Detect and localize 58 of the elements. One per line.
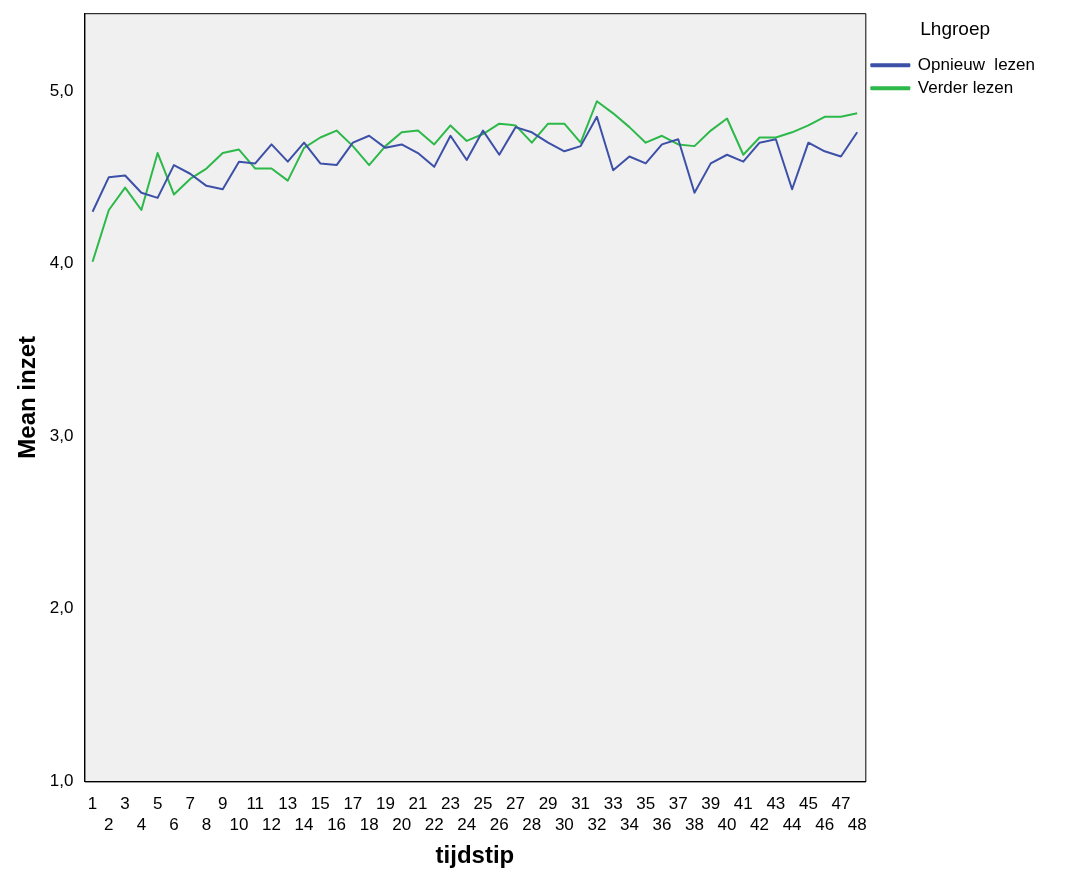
x-tick-label: 32	[587, 814, 607, 834]
x-tick-label: 14	[294, 814, 314, 834]
x-tick-label: 39	[701, 794, 721, 814]
x-tick-label: 27	[506, 794, 526, 814]
x-tick-label: 1	[87, 794, 98, 814]
x-tick-label: 8	[201, 814, 212, 834]
legend-label: Opnieuw lezen	[917, 54, 1036, 74]
y-tick-label: 5,0	[49, 80, 74, 100]
x-tick-label: 3	[120, 794, 130, 814]
x-tick-label: 29	[538, 794, 558, 814]
legend-label: Verder lezen	[917, 77, 1014, 97]
x-tick-label: 9	[217, 794, 228, 814]
legend-title: Lhgroep	[920, 17, 991, 39]
x-tick-label: 35	[636, 794, 656, 814]
x-tick-label: 11	[246, 794, 265, 814]
x-tick-label: 45	[798, 794, 818, 814]
x-tick-label: 41	[733, 794, 753, 814]
x-tick-label: 7	[185, 794, 195, 814]
y-tick-label: 1,0	[49, 771, 74, 791]
x-tick-label: 13	[278, 794, 298, 814]
x-tick-label: 33	[603, 794, 623, 814]
x-tick-label: 24	[457, 814, 477, 834]
x-tick-label: 12	[262, 814, 281, 834]
x-tick-label: 16	[327, 814, 347, 834]
x-tick-label: 17	[343, 794, 363, 814]
x-tick-label: 30	[554, 814, 574, 834]
x-axis-title: tijdstip	[435, 841, 515, 869]
x-tick-label: 15	[310, 794, 330, 814]
x-tick-label: 46	[815, 814, 835, 834]
x-tick-label: 36	[652, 814, 672, 834]
x-tick-label: 43	[766, 794, 786, 814]
x-tick-label: 5	[152, 794, 163, 814]
x-tick-label: 10	[229, 814, 249, 834]
x-tick-label: 21	[408, 794, 428, 814]
x-tick-label: 20	[392, 814, 412, 834]
x-tick-label: 19	[375, 794, 395, 814]
x-tick-label: 47	[831, 794, 851, 814]
x-tick-label: 44	[782, 814, 802, 834]
x-tick-label: 38	[685, 814, 704, 834]
y-tick-label: 2,0	[49, 598, 74, 618]
x-tick-label: 31	[571, 794, 591, 814]
x-tick-label: 40	[717, 814, 737, 834]
x-tick-label: 26	[489, 814, 509, 834]
x-tick-label: 4	[136, 814, 147, 834]
x-tick-label: 48	[847, 814, 867, 834]
x-tick-label: 34	[619, 814, 639, 834]
y-tick-label: 4,0	[49, 253, 74, 273]
x-tick-label: 6	[169, 814, 179, 834]
x-tick-label: 22	[424, 814, 444, 834]
x-tick-label: 18	[359, 814, 379, 834]
x-tick-label: 25	[473, 794, 493, 814]
x-tick-label: 28	[522, 814, 542, 834]
y-axis-title: Mean inzet	[13, 335, 41, 459]
x-tick-label: 2	[104, 814, 114, 834]
x-tick-label: 37	[668, 794, 688, 814]
x-tick-label: 42	[750, 814, 770, 834]
y-tick-label: 3,0	[49, 425, 74, 445]
x-tick-label: 23	[441, 794, 460, 814]
